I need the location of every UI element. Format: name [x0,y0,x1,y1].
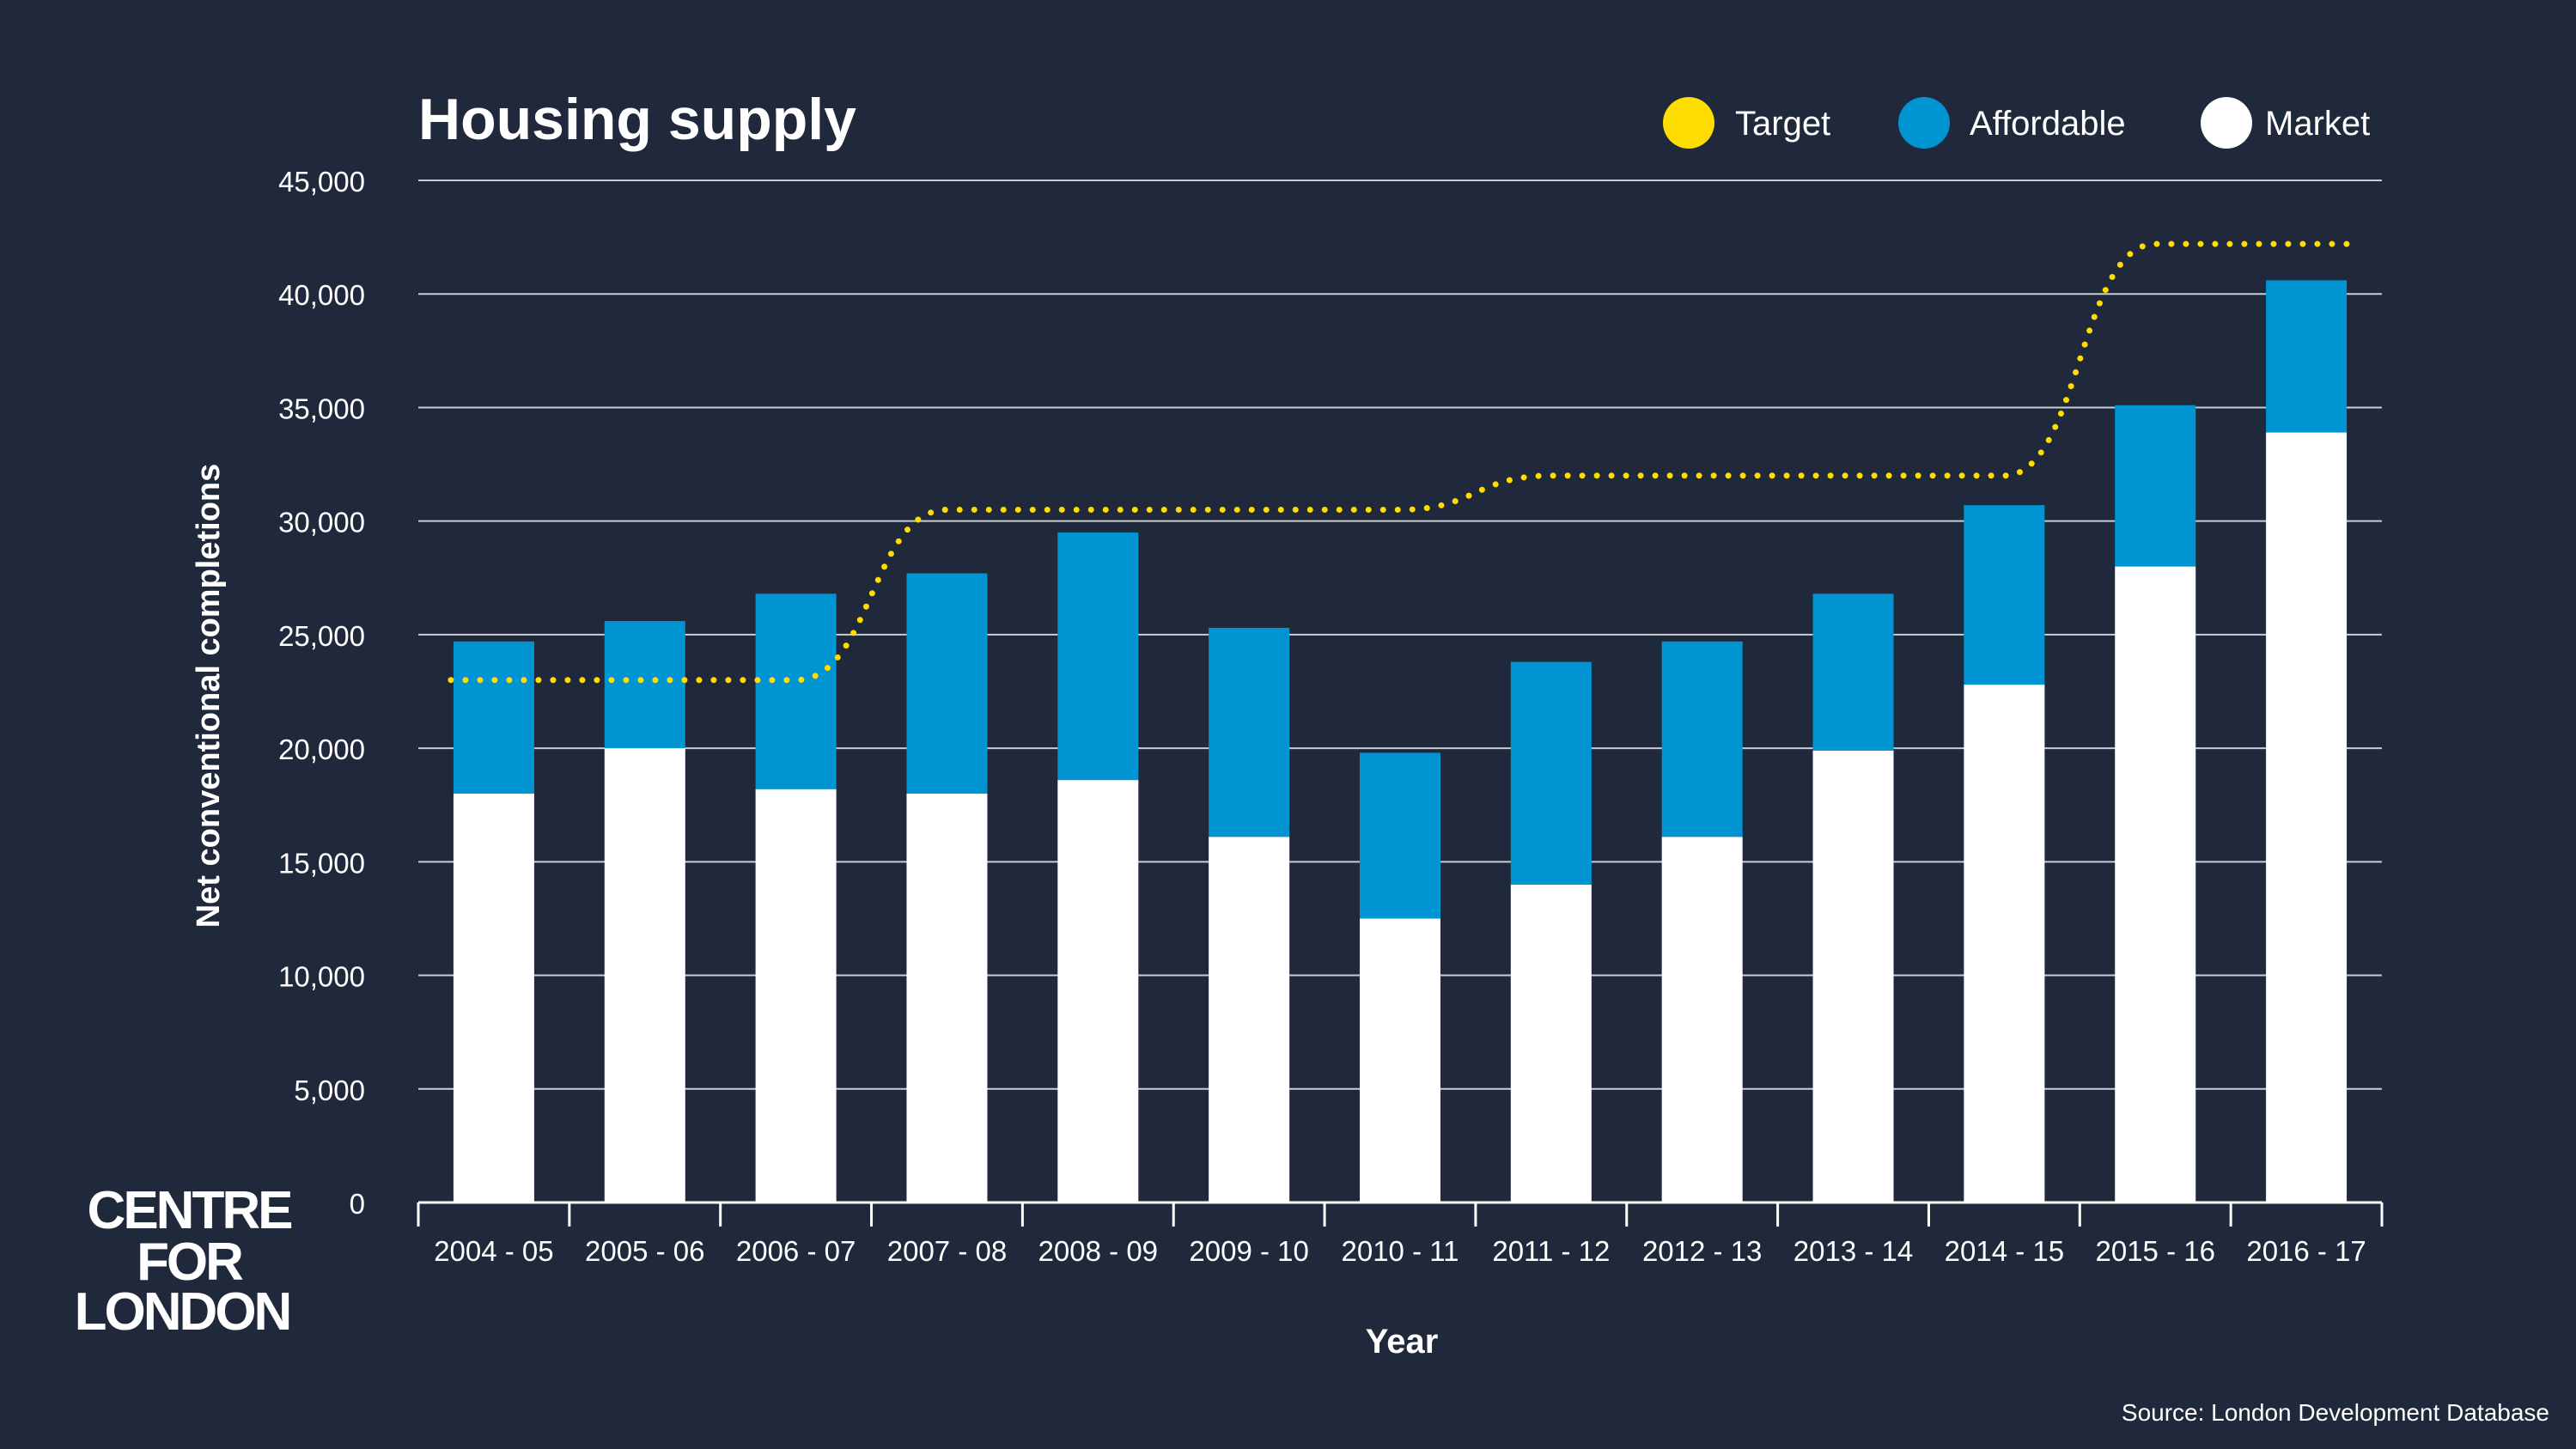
bar-affordable [2115,405,2196,567]
bar-affordable [1812,594,1894,751]
y-tick-label: 30,000 [278,507,365,539]
legend: Target Affordable Market [1663,97,2370,149]
y-tick-label: 35,000 [278,393,365,424]
target-series-line [448,240,2353,684]
bar-market [1661,837,1743,1202]
bar-market [906,794,988,1202]
bar-affordable [1661,641,1743,837]
y-tick-label: 15,000 [278,847,365,879]
legend-target-swatch [1663,97,1714,149]
x-tick-label: 2004 - 05 [434,1235,553,1267]
bar-market [1360,918,1440,1202]
bar-affordable [1964,505,2045,685]
bar-affordable [2266,280,2348,433]
y-tick-label: 25,000 [278,620,365,652]
bar-affordable [906,573,988,794]
bar-affordable [1510,661,1592,885]
y-tick-label: 10,000 [278,961,365,993]
x-tick-label: 2005 - 06 [585,1235,704,1267]
x-tick-label: 2009 - 10 [1189,1235,1308,1267]
bar-market [2266,432,2348,1202]
bar-affordable [604,621,685,749]
x-tick-label: 2015 - 16 [2096,1235,2215,1267]
bar-affordable [1360,752,1440,919]
legend-market-swatch [2201,97,2252,149]
x-tick-label: 2010 - 11 [1342,1235,1459,1267]
bar-market [1510,884,1592,1202]
y-tick-label: 45,000 [278,166,365,198]
y-tick-labels: 0 5,000 10,000 15,000 20,000 25,000 30,000 35,0… [278,166,365,1220]
logo-line-2: FOR [137,1233,243,1292]
x-tick-label: 2013 - 14 [1793,1235,1913,1267]
legend-market-label: Market [2265,105,2370,143]
bar-market [1057,780,1139,1202]
y-tick-label: 20,000 [278,734,365,765]
bar-affordable [1209,627,1290,837]
bar-market [453,794,534,1202]
legend-target-label: Target [1735,105,1830,143]
y-tick-label: 40,000 [278,279,365,311]
bar-market [1812,750,1894,1202]
bar-market [1209,837,1290,1202]
legend-affordable-swatch [1898,97,1950,149]
x-tick-label: 2014 - 15 [1945,1235,2064,1267]
source-note: Source: London Development Database [2122,1399,2549,1426]
bar-market [2115,566,2196,1202]
bar-market [755,788,837,1202]
legend-affordable-label: Affordable [1970,105,2126,143]
x-tick-label: 2008 - 09 [1038,1235,1158,1267]
x-tick-label: 2012 - 13 [1642,1235,1762,1267]
x-axis: 2004 - 05 2005 - 06 2006 - 07 2007 - 08 2008… [417,1201,2384,1267]
x-tick-label: 2016 - 17 [2246,1235,2366,1267]
logo-line-3: LONDON [75,1282,290,1342]
target-line [448,240,2353,684]
y-tick-label: 5,000 [294,1075,365,1106]
bars [453,280,2348,1202]
x-tick-label: 2007 - 08 [887,1235,1007,1267]
bar-affordable [453,641,534,794]
bar-affordable [1057,532,1139,781]
x-tick-label: 2011 - 12 [1492,1235,1610,1267]
bar-affordable [755,594,837,789]
bar-market [1964,685,2045,1202]
x-axis-label: Year [1366,1323,1439,1361]
chart-title: Housing supply [418,87,856,152]
centre-for-london-logo: CENTRE FOR LONDON [75,1181,294,1342]
x-tick-label: 2006 - 07 [736,1235,856,1267]
bar-market [604,748,685,1202]
y-axis-label: Net conventional completions [191,464,227,928]
logo-line-1: CENTRE [88,1181,292,1240]
y-tick-label: 0 [350,1188,365,1220]
